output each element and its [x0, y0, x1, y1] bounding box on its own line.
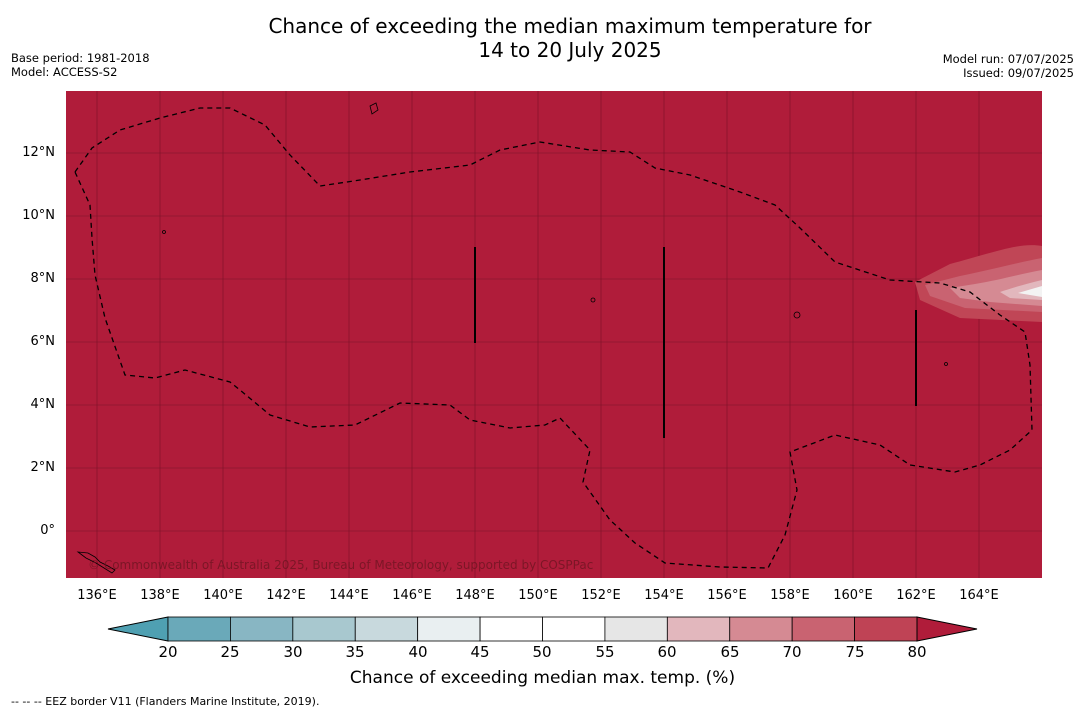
- island-5: [944, 362, 948, 366]
- lat-label-2n: 2°N: [30, 460, 56, 475]
- lat-label-12n: 12°N: [22, 145, 55, 160]
- lon-label-154e: 154°E: [644, 588, 684, 603]
- colorbar-tick-75: 75: [845, 643, 865, 661]
- colorbar-segment: [354, 616, 419, 642]
- lon-label-136e: 136°E: [77, 588, 117, 603]
- island-1: [369, 102, 379, 115]
- gridlines: [66, 91, 1042, 578]
- colorbar-segment: [666, 616, 731, 642]
- colorbar-tick-35: 35: [345, 643, 365, 661]
- island-4: [590, 297, 596, 303]
- lon-label-156e: 156°E: [707, 588, 747, 603]
- issued-label: Issued: 09/07/2025: [963, 66, 1074, 80]
- colorbar-tick-80: 80: [907, 643, 927, 661]
- colorbar-segment: [729, 616, 793, 642]
- lon-label-146e: 146°E: [392, 588, 432, 603]
- colorbar-segment: [167, 616, 231, 642]
- colorbar-tick-50: 50: [532, 643, 552, 661]
- colorbar-tick-65: 65: [720, 643, 740, 661]
- lon-label-144e: 144°E: [329, 588, 369, 603]
- colorbar-segment: [417, 616, 481, 642]
- colorbar-tick-45: 45: [470, 643, 490, 661]
- lon-label-162e: 162°E: [896, 588, 936, 603]
- colorbar-tick-40: 40: [408, 643, 428, 661]
- lat-label-0: 0°: [40, 523, 55, 538]
- lon-label-160e: 160°E: [833, 588, 873, 603]
- colorbar-tick-25: 25: [220, 643, 240, 661]
- lat-label-4n: 4°N: [30, 397, 56, 412]
- lat-label-10n: 10°N: [22, 208, 55, 223]
- colorbar-tick-70: 70: [782, 643, 802, 661]
- colorbar-segment: [479, 616, 543, 642]
- island-6: [76, 551, 116, 574]
- title-line-1: Chance of exceeding the median maximum t…: [268, 14, 872, 38]
- meta-right: Model run: 07/07/2025 Issued: 09/07/2025: [943, 52, 1074, 80]
- lon-label-138e: 138°E: [140, 588, 180, 603]
- colorbar-segments: [167, 616, 918, 642]
- colorbar-segment: [292, 616, 356, 642]
- lon-label-164e: 164°E: [959, 588, 999, 603]
- colorbar-segment: [854, 616, 918, 642]
- colorbar-tick-30: 30: [283, 643, 303, 661]
- lon-label-150e: 150°E: [518, 588, 558, 603]
- colorbar-over-arrow: [916, 616, 978, 642]
- lon-label-142e: 142°E: [266, 588, 306, 603]
- model-run-label: Model run: 07/07/2025: [942, 52, 1074, 66]
- chart-title: Chance of exceeding the median maximum t…: [0, 14, 1085, 62]
- lat-label-8n: 8°N: [30, 271, 56, 286]
- anomaly-contours: [915, 245, 1042, 322]
- map-background: [66, 91, 1042, 578]
- island-3: [793, 311, 801, 319]
- lon-label-148e: 148°E: [455, 588, 495, 603]
- contour-50: [1018, 286, 1042, 297]
- copyright-notice: © Commonwealth of Australia 2025, Bureau…: [88, 558, 594, 572]
- eez-legend-note: -- -- -- EEZ border V11 (Flanders Marine…: [11, 695, 320, 708]
- model-label: Model: ACCESS-S2: [11, 65, 118, 79]
- colorbar-segment: [604, 616, 668, 642]
- lon-label-140e: 140°E: [203, 588, 243, 603]
- lon-label-158e: 158°E: [770, 588, 810, 603]
- lon-label-152e: 152°E: [581, 588, 621, 603]
- eez-border: [74, 107, 1033, 569]
- meta-left: Base period: 1981-2018 Model: ACCESS-S2: [11, 51, 150, 79]
- colorbar-tick-20: 20: [158, 643, 178, 661]
- title-line-2: 14 to 20 July 2025: [478, 38, 662, 62]
- colorbar-tick-60: 60: [657, 643, 677, 661]
- colorbar-segment: [791, 616, 855, 642]
- lat-label-6n: 6°N: [30, 334, 56, 349]
- colorbar-under-arrow: [107, 616, 169, 642]
- islands: [76, 102, 948, 574]
- base-period-label: Base period: 1981-2018: [11, 51, 150, 65]
- island-2: [162, 230, 166, 234]
- colorbar-segment: [230, 616, 294, 642]
- colorbar-label: Chance of exceeding median max. temp. (%…: [349, 668, 736, 688]
- colorbar-segment: [542, 616, 606, 642]
- colorbar-tick-55: 55: [595, 643, 615, 661]
